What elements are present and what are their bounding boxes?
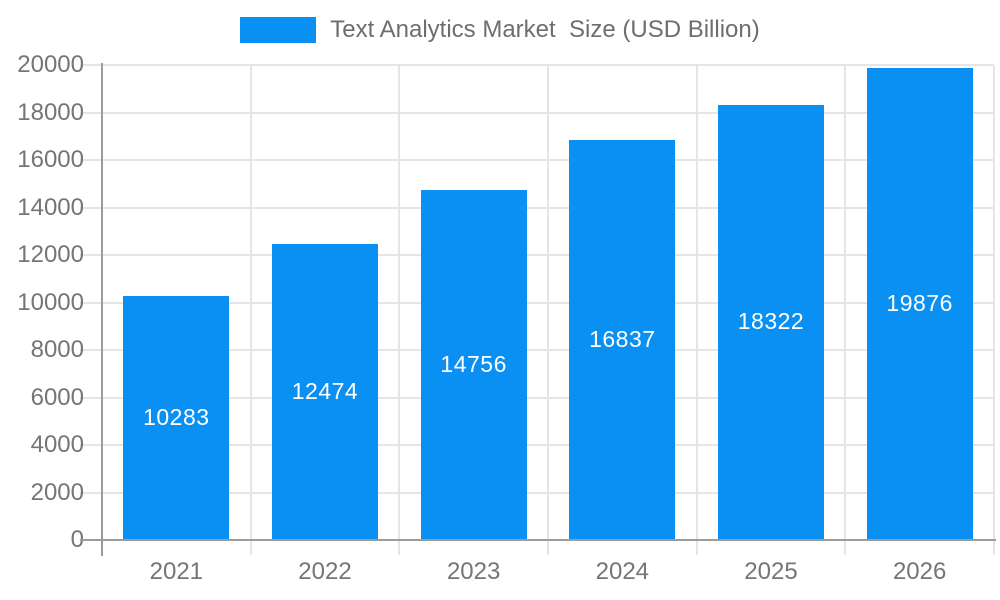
- y-axis-line: [101, 63, 103, 556]
- x-axis-label: 2024: [595, 558, 650, 585]
- x-axis-label: 2023: [446, 558, 501, 585]
- x-gridline: [547, 65, 549, 555]
- legend-item[interactable]: Text Analytics Market Size (USD Billion): [0, 14, 1000, 46]
- legend-swatch: [240, 17, 317, 43]
- y-axis-label: 8000: [30, 336, 84, 363]
- x-gridline: [398, 65, 401, 555]
- y-axis-label: 10000: [17, 288, 84, 316]
- y-axis-label: 12000: [17, 241, 84, 268]
- bar-2025[interactable]: 18322: [718, 104, 824, 539]
- y-axis-label: 16000: [17, 146, 84, 173]
- bar-value-label: 12474: [291, 377, 359, 404]
- y-gridline: [80, 491, 994, 494]
- bar-value-label: 14756: [440, 350, 507, 377]
- bar-2024[interactable]: 16837: [569, 140, 676, 539]
- y-axis-label: 6000: [30, 383, 84, 411]
- y-gridline: [80, 444, 994, 446]
- y-axis-label: 20000: [17, 51, 84, 78]
- y-gridline: [80, 159, 994, 161]
- x-gridline: [249, 65, 252, 555]
- y-gridline: [80, 206, 994, 209]
- x-gridline: [844, 65, 847, 555]
- y-gridline: [80, 111, 994, 114]
- y-axis-label: 0: [70, 526, 84, 553]
- x-axis-label: 2026: [892, 558, 947, 585]
- bar-2022[interactable]: 12474: [272, 243, 378, 539]
- y-axis-label: 2000: [30, 478, 84, 506]
- y-gridline: [80, 301, 994, 304]
- x-axis-label: 2025: [744, 558, 798, 585]
- bar-2021[interactable]: 10283: [123, 295, 230, 539]
- y-gridline: [80, 64, 994, 66]
- y-gridline: [80, 254, 994, 256]
- x-axis-label: 2021: [149, 558, 204, 585]
- bar-value-label: 19876: [886, 289, 953, 316]
- bar-2023[interactable]: 14756: [420, 189, 527, 539]
- x-axis-line: [80, 539, 996, 541]
- x-gridline: [993, 65, 995, 555]
- bar-value-label: 10283: [143, 403, 210, 430]
- y-axis-label: 18000: [17, 98, 84, 126]
- y-axis-label: 14000: [17, 193, 84, 221]
- legend-label: Text Analytics Market Size (USD Billion): [330, 16, 760, 43]
- bar-value-label: 16837: [589, 326, 656, 353]
- x-axis-label: 2022: [298, 558, 352, 585]
- bar-2026[interactable]: 19876: [866, 67, 973, 539]
- y-axis-label: 4000: [30, 431, 84, 458]
- y-gridline: [80, 349, 994, 351]
- bar-value-label: 18322: [737, 308, 805, 335]
- y-gridline: [80, 396, 994, 399]
- x-gridline: [695, 65, 698, 555]
